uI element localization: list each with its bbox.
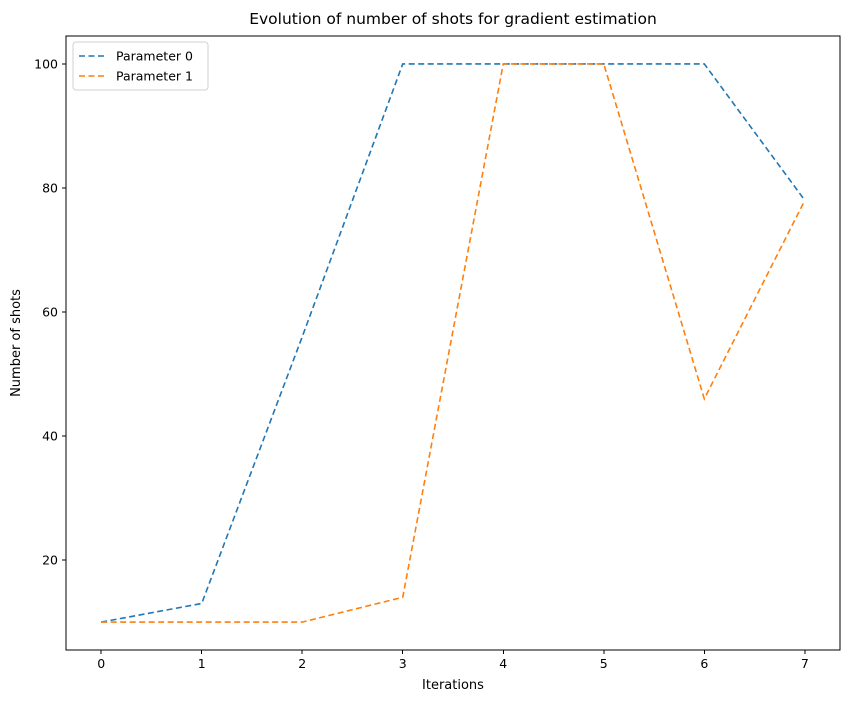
y-tick-label: 20 [42,553,58,568]
y-tick-label: 80 [42,180,58,195]
y-tick-label: 100 [34,56,58,71]
series-line [101,63,806,623]
legend-label: Parameter 1 [116,69,193,84]
legend: Parameter 0 Parameter 1 [72,41,209,91]
series-layer [101,63,806,623]
legend-box [72,41,209,91]
y-axis-ticks: 20 40 60 80 100 [34,56,66,568]
x-tick-label: 0 [97,656,105,671]
x-tick-label: 1 [198,656,206,671]
x-axis-ticks: 0 1 2 3 4 5 6 7 [97,650,809,671]
x-tick-label: 6 [700,656,708,671]
x-tick-label: 2 [298,656,306,671]
x-tick-label: 4 [499,656,507,671]
series-line [101,63,806,623]
y-axis-title: Number of shots [9,289,24,397]
y-tick-label: 40 [42,429,58,444]
x-axis-title: Iterations [422,678,484,693]
x-tick-label: 5 [600,656,608,671]
legend-label: Parameter 0 [116,49,193,64]
plot-frame [65,35,841,651]
y-tick-label: 60 [42,304,58,319]
chart-title: Evolution of number of shots for gradien… [249,10,657,28]
x-tick-label: 3 [399,656,407,671]
x-tick-label: 7 [801,656,809,671]
